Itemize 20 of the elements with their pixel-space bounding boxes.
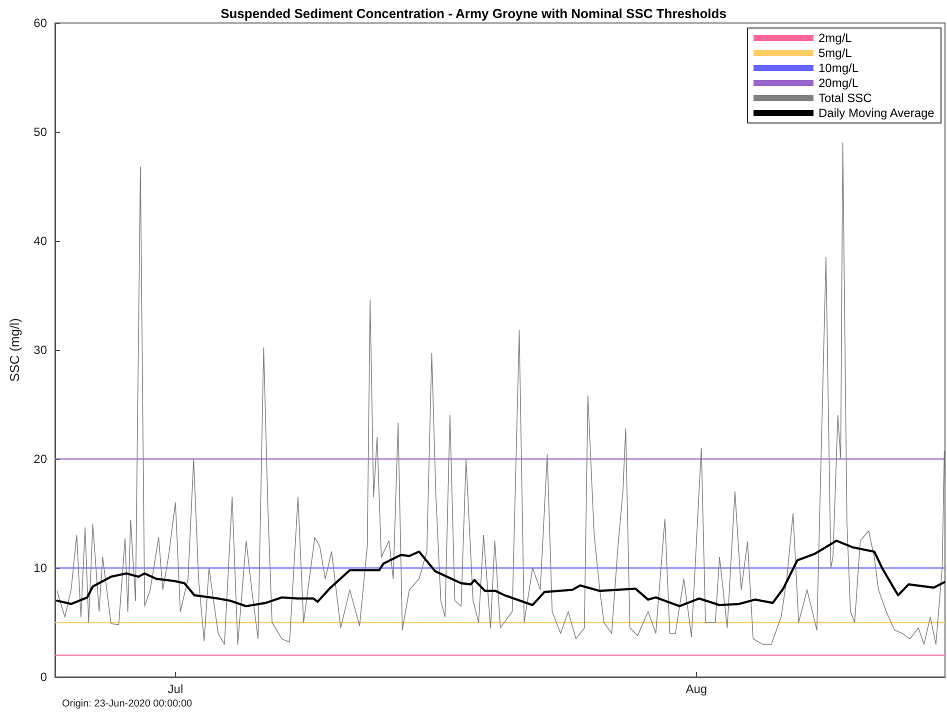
x-tick-label: Aug xyxy=(686,682,708,696)
x-tick-label: Jul xyxy=(168,682,184,696)
y-axis-title: SSC (mg/l) xyxy=(7,318,22,382)
line-series xyxy=(56,142,945,645)
y-tick-label: 60 xyxy=(34,16,48,30)
legend-label: 10mg/L xyxy=(818,61,859,75)
y-tick-label: 0 xyxy=(40,670,48,684)
y-tick-label: 50 xyxy=(34,125,48,139)
text: Origin: 23-Jun-2020 00:00:00 xyxy=(62,698,193,710)
line-series xyxy=(56,540,946,608)
y-tick-label: 10 xyxy=(34,561,48,575)
chart-title: Suspended Sediment Concentration - Army Groyne with Nominal SSC Thresholds xyxy=(220,6,726,21)
legend-label: Daily Moving Average xyxy=(818,106,935,120)
legend-label: 2mg/L xyxy=(818,31,852,45)
legend-label: 20mg/L xyxy=(818,76,859,90)
y-tick-label: 20 xyxy=(34,452,48,466)
y-tick-label: 30 xyxy=(34,343,48,357)
y-tick-label: 40 xyxy=(34,234,48,248)
legend-label: 5mg/L xyxy=(818,46,852,60)
legend-label: Total SSC xyxy=(818,91,872,105)
